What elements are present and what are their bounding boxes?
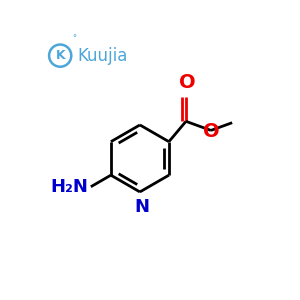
Text: K: K xyxy=(56,49,65,62)
Text: Kuujia: Kuujia xyxy=(77,46,128,64)
Text: O: O xyxy=(203,122,220,141)
Text: O: O xyxy=(179,73,195,92)
Text: H₂N: H₂N xyxy=(51,178,88,196)
Text: N: N xyxy=(135,198,150,216)
Text: °: ° xyxy=(72,34,76,43)
